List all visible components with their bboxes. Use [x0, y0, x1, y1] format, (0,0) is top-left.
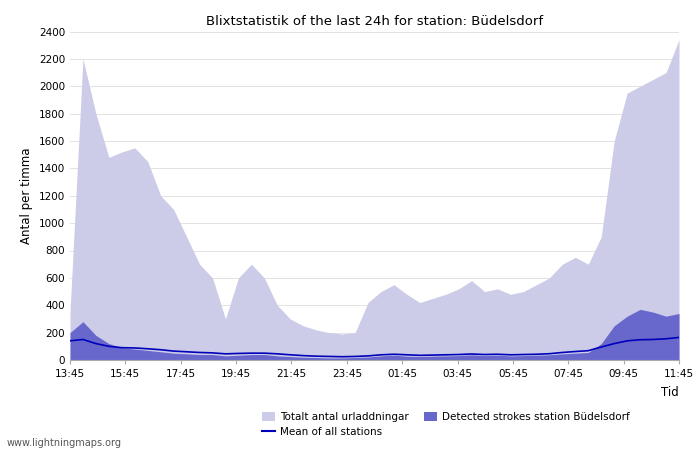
Legend: Totalt antal urladdningar, Mean of all stations, Detected strokes station Büdels: Totalt antal urladdningar, Mean of all s… — [258, 408, 634, 441]
Y-axis label: Antal per timma: Antal per timma — [20, 148, 34, 244]
Title: Blixtstatistik of the last 24h for station: Büdelsdorf: Blixtstatistik of the last 24h for stati… — [206, 14, 543, 27]
Text: Tid: Tid — [662, 386, 679, 399]
Text: www.lightningmaps.org: www.lightningmaps.org — [7, 438, 122, 448]
